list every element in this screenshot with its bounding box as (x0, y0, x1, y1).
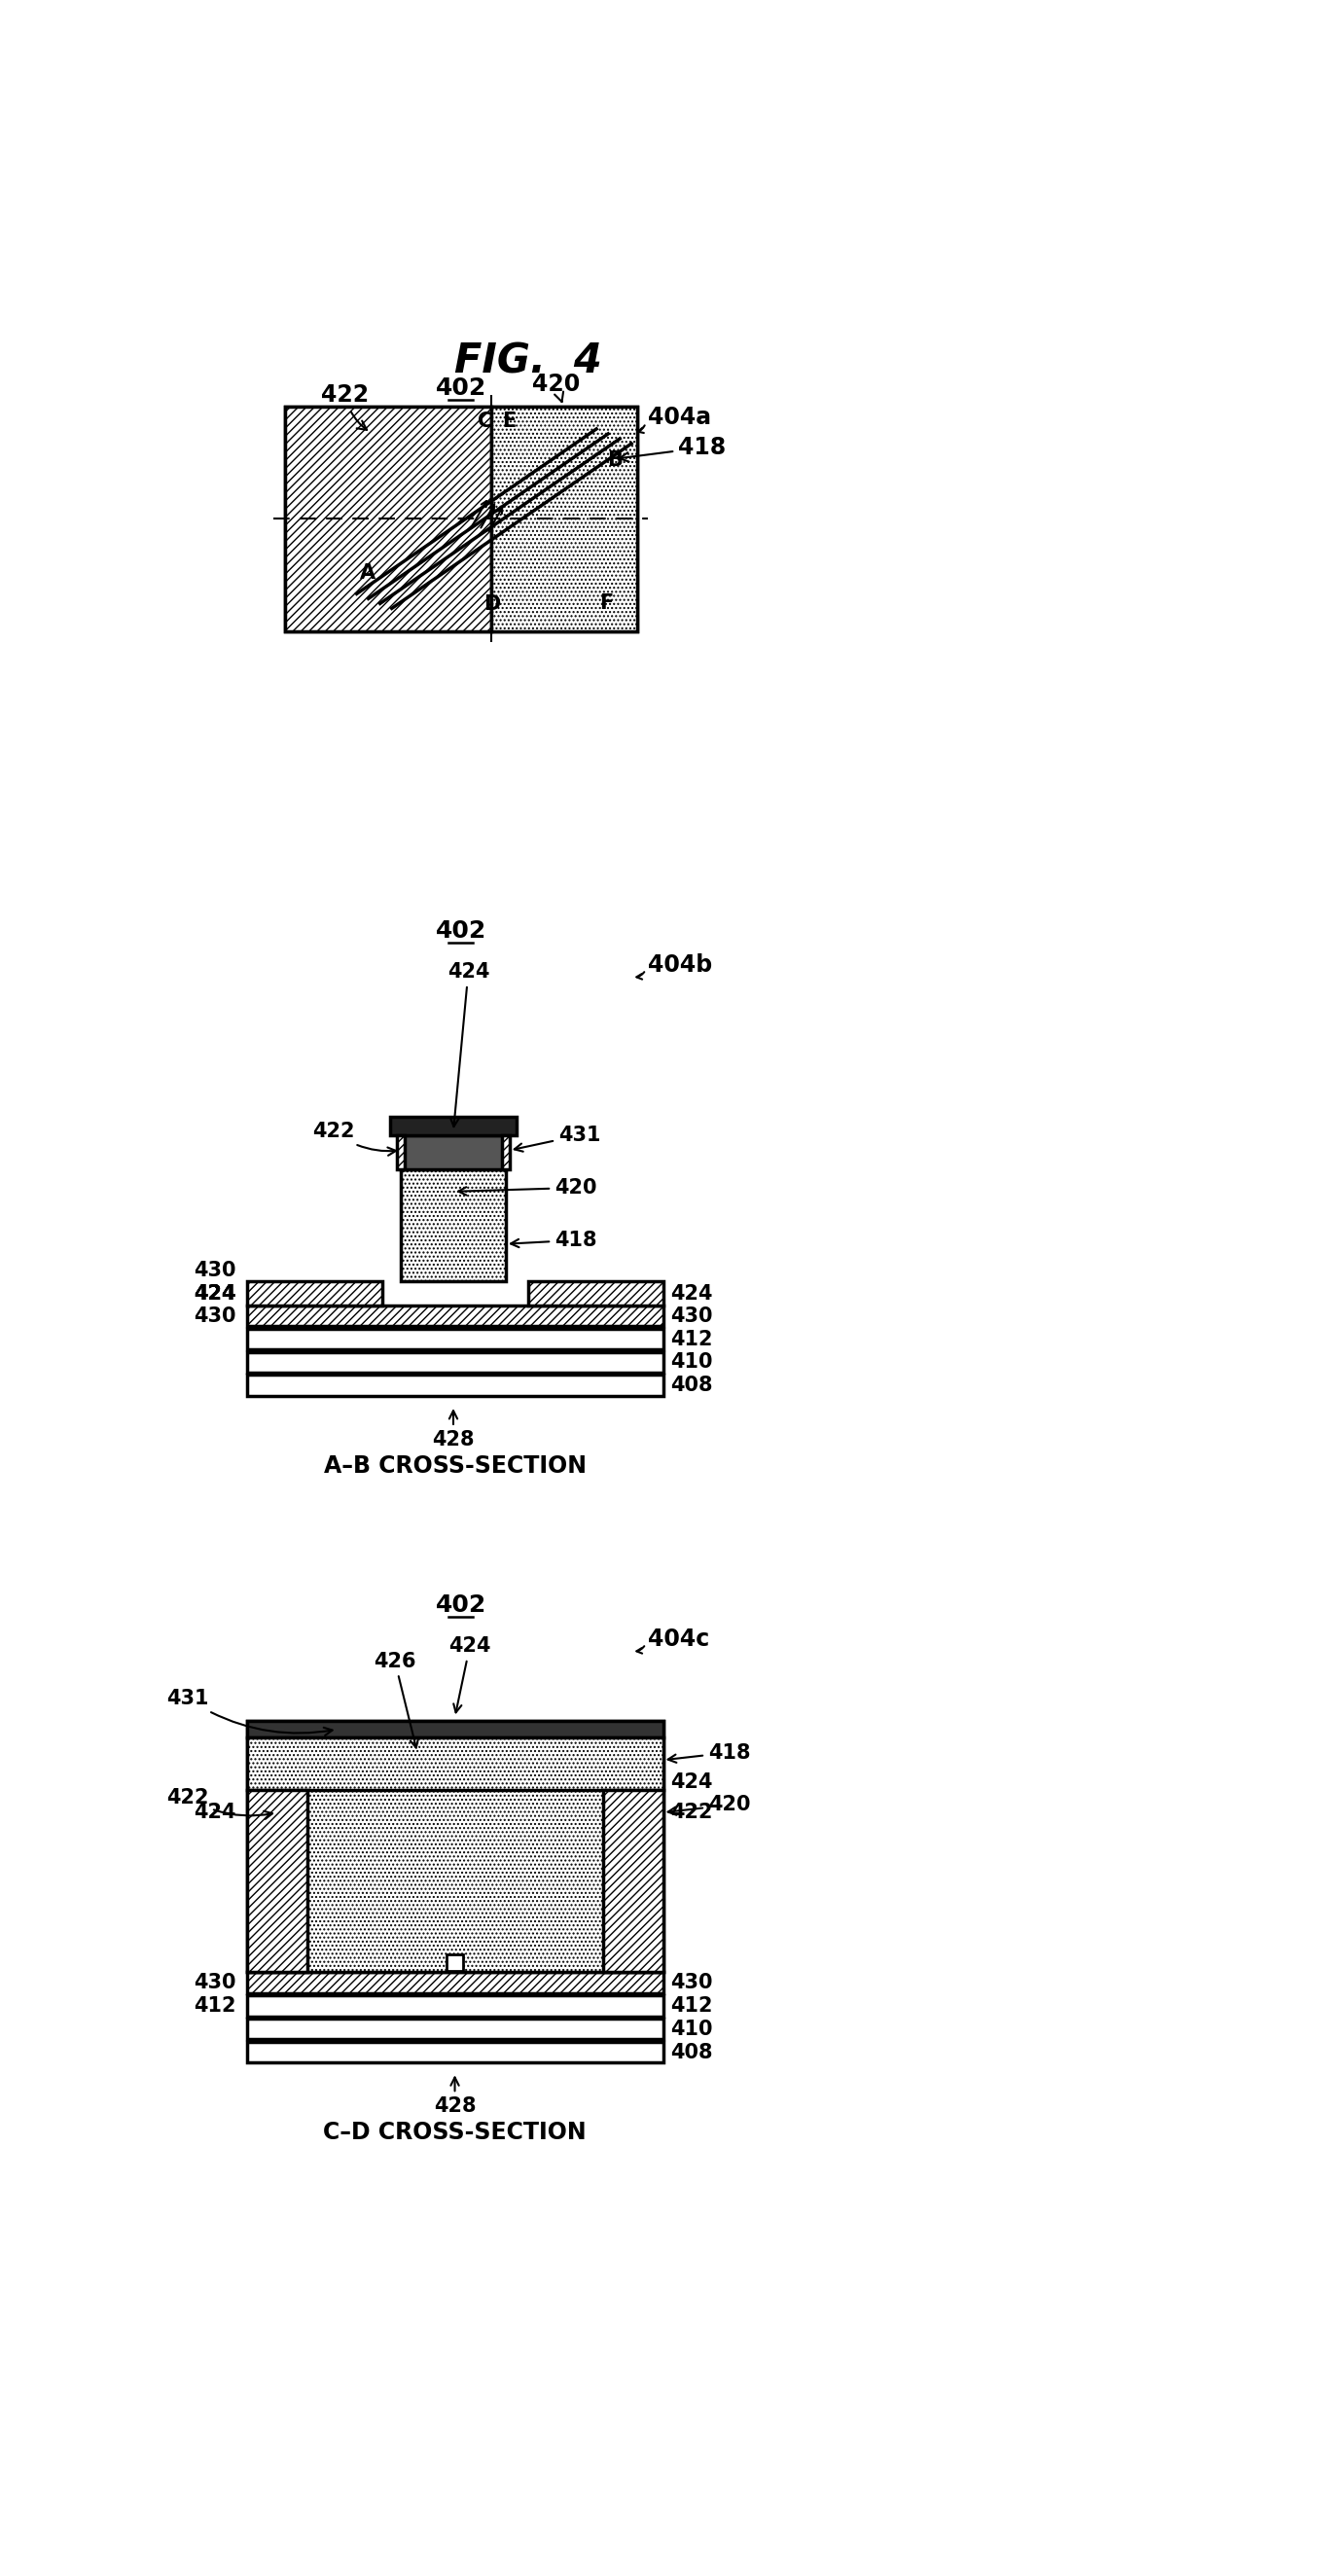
Text: 422: 422 (312, 1123, 396, 1157)
Text: 410: 410 (671, 2020, 713, 2038)
Text: 412: 412 (193, 1996, 235, 2014)
Bar (401, 1170, 505, 1280)
Bar (247, 2020, 663, 2040)
Bar (397, 1136, 405, 1170)
Bar (284, 407, 491, 631)
Text: 412: 412 (671, 1996, 713, 2014)
Text: 424: 424 (193, 1283, 235, 1303)
Text: 428: 428 (434, 2076, 476, 2115)
Bar (247, 2043, 663, 2063)
Text: 418: 418 (668, 1744, 750, 1762)
Text: 430: 430 (193, 1262, 235, 1280)
Text: 420: 420 (668, 1795, 750, 1816)
Text: FIG.  4: FIG. 4 (454, 340, 602, 381)
Text: 420: 420 (532, 374, 579, 402)
Text: 408: 408 (671, 1376, 713, 1396)
Text: 430: 430 (193, 1306, 235, 1327)
Text: 430: 430 (193, 1973, 235, 1991)
Text: 404a: 404a (648, 407, 712, 430)
Bar (247, 1721, 663, 1973)
Text: C–D CROSS-SECTION: C–D CROSS-SECTION (323, 2120, 586, 2143)
Bar (284, 407, 636, 631)
Text: 424: 424 (193, 1283, 235, 1303)
Bar (401, 1136, 505, 1170)
Text: B: B (607, 451, 622, 471)
Bar (501, 1136, 509, 1170)
Text: 404c: 404c (648, 1628, 709, 1651)
Text: 428: 428 (433, 1412, 475, 1450)
Bar (247, 1973, 663, 1994)
Text: 422: 422 (167, 1788, 273, 1819)
Text: 418: 418 (511, 1231, 597, 1249)
Text: 422: 422 (671, 1803, 713, 1821)
Text: 424: 424 (671, 1772, 713, 1793)
Bar (390, 1115, 517, 1136)
Text: 424: 424 (193, 1283, 235, 1303)
Bar (247, 1739, 663, 1790)
Text: A: A (360, 564, 376, 582)
Bar (247, 1352, 663, 1373)
Text: 408: 408 (671, 2043, 713, 2061)
Text: 422: 422 (320, 384, 369, 430)
Text: 402: 402 (435, 376, 487, 399)
Text: E: E (501, 412, 516, 430)
Bar (247, 1376, 663, 1396)
Bar (247, 1790, 307, 1973)
Text: 431: 431 (515, 1126, 601, 1151)
Bar (247, 1721, 663, 1739)
Text: 418: 418 (619, 435, 726, 461)
Bar (603, 1790, 663, 1973)
Text: D: D (483, 595, 500, 613)
Text: C: C (478, 412, 492, 430)
Text: 426: 426 (373, 1651, 418, 1747)
Bar (247, 1306, 663, 1327)
Text: 430: 430 (671, 1973, 713, 1991)
Text: A–B CROSS-SECTION: A–B CROSS-SECTION (324, 1453, 586, 1479)
Text: 424: 424 (448, 1636, 491, 1713)
Text: 412: 412 (671, 1329, 713, 1350)
Bar (247, 1996, 663, 2017)
Text: 424: 424 (671, 1283, 713, 1303)
Text: 402: 402 (435, 1595, 487, 1618)
Text: 424: 424 (447, 963, 490, 1126)
Text: 430: 430 (671, 1306, 713, 1327)
Bar (447, 1955, 463, 1971)
Text: 410: 410 (671, 1352, 713, 1373)
Bar (247, 1329, 663, 1350)
Bar (528, 1280, 663, 1306)
Text: F: F (599, 592, 614, 613)
Bar (247, 1280, 382, 1306)
Text: 431: 431 (167, 1690, 332, 1736)
Text: 424: 424 (193, 1803, 235, 1821)
Text: 420: 420 (458, 1177, 597, 1198)
Text: 404b: 404b (648, 953, 713, 976)
Text: 402: 402 (435, 920, 487, 943)
Bar (491, 407, 636, 631)
